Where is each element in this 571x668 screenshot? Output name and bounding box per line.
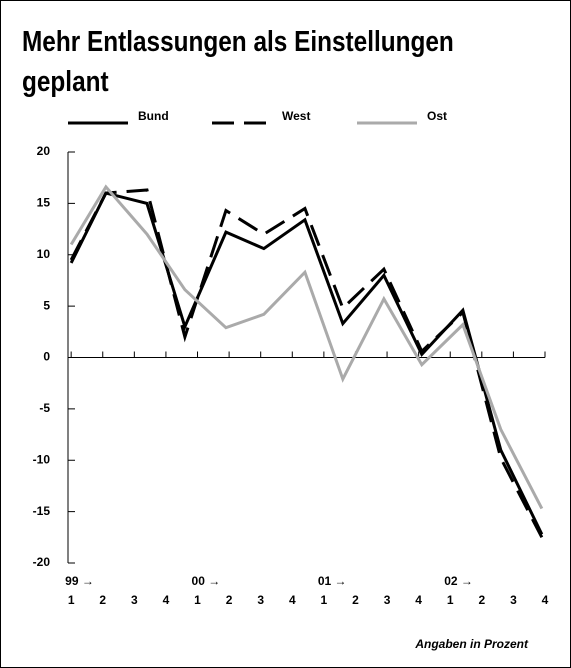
year-label: 99 → (65, 574, 94, 588)
year-label: 00 → (192, 574, 221, 588)
x-tick-label: 4 (542, 593, 549, 607)
y-tick-label: 5 (43, 298, 50, 312)
legend-label: West (282, 109, 310, 123)
series-line (69, 191, 544, 535)
series-line (69, 188, 544, 539)
x-tick-label: 1 (447, 593, 454, 607)
y-tick-label: 0 (43, 350, 50, 364)
x-tick-label: 2 (478, 593, 485, 607)
x-tick-label: 2 (99, 593, 106, 607)
x-tick-label: 4 (289, 593, 296, 607)
x-tick-label: 4 (163, 593, 170, 607)
chart-title: Mehr Entlassungen als Einstellungen gepl… (22, 26, 454, 98)
y-tick-label: -5 (39, 401, 50, 415)
y-tick-label: 10 (37, 247, 51, 261)
y-tick-label: -20 (33, 555, 51, 569)
note: Angaben in Prozent (414, 637, 529, 651)
y-tick-label: -10 (33, 452, 51, 466)
x-tick-label: 1 (321, 593, 328, 607)
x-tick-label: 3 (131, 593, 138, 607)
y-tick-label: 20 (37, 144, 51, 158)
year-label: 01 → (318, 574, 347, 588)
x-tick-label: 3 (510, 593, 517, 607)
x-tick-label: 1 (194, 593, 201, 607)
x-tick-label: 2 (352, 593, 359, 607)
series-line (69, 184, 544, 510)
y-tick-label: 15 (37, 196, 51, 210)
x-tick-label: 4 (415, 593, 422, 607)
x-tick-label: 3 (257, 593, 264, 607)
year-label: 02 → (444, 574, 473, 588)
legend-label: Ost (427, 109, 447, 123)
y-tick-label: -15 (33, 504, 51, 518)
x-tick-label: 1 (68, 593, 75, 607)
x-tick-label: 3 (384, 593, 391, 607)
legend-label: Bund (138, 109, 169, 123)
x-tick-label: 2 (226, 593, 233, 607)
